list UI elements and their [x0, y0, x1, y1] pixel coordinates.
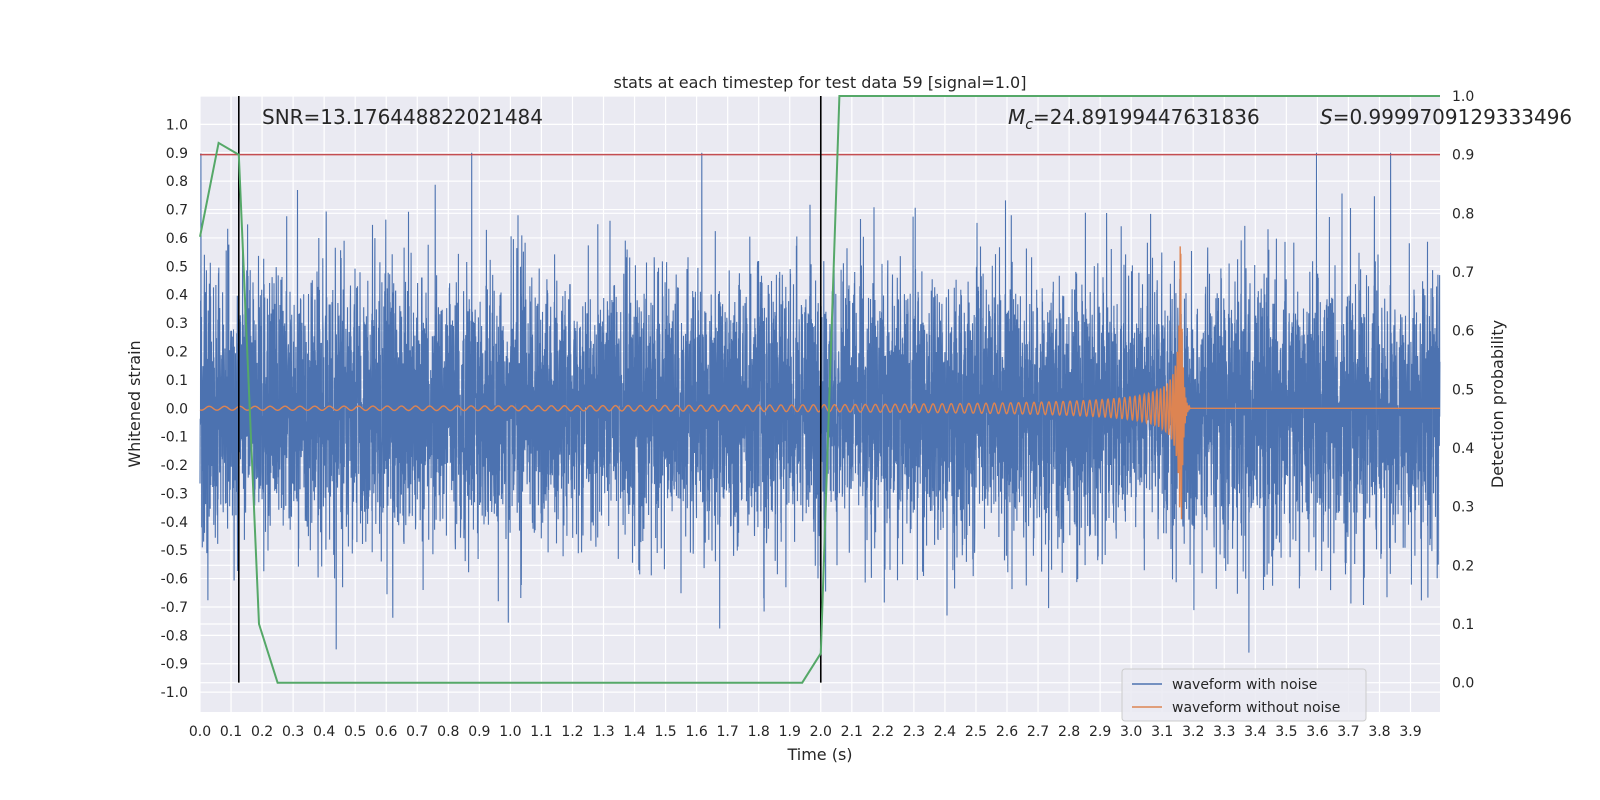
y-tick-label: -0.7	[161, 600, 188, 616]
legend-box	[1121, 668, 1367, 722]
score-value: =0.9999709129333496	[1333, 105, 1572, 129]
y-tick-label: -0.6	[161, 572, 188, 588]
y-tick-label: 0.1	[166, 373, 188, 389]
y2-tick-label: 0.4	[1452, 441, 1474, 457]
y-tick-label: -0.3	[161, 486, 188, 502]
y2-axis: 1.0 0.9 0.8 0.7 0.6 0.5 0.4 0.3 0.2 0.1 0.0	[1452, 89, 1474, 692]
x-tick-label: 1.2	[561, 724, 583, 740]
x-tick-label: 3.5	[1275, 724, 1297, 740]
chirp-mass-annotation: Mc=24.89199447631836	[1008, 105, 1260, 133]
y2-tick-label: 0.0	[1452, 676, 1474, 692]
x-tick-label: 1.4	[623, 724, 645, 740]
y-tick-label: -0.4	[161, 515, 188, 531]
chirp-mass-symbol: M	[1008, 105, 1025, 129]
y2-tick-label: 0.3	[1452, 500, 1474, 516]
x-tick-label: 0.5	[344, 724, 366, 740]
y-tick-label: -0.1	[161, 430, 188, 446]
x-axis-label: Time (s)	[786, 745, 852, 764]
y-tick-label: -0.2	[161, 458, 188, 474]
score-annotation: S=0.9999709129333496	[1320, 105, 1572, 129]
x-tick-label: 2.3	[903, 724, 925, 740]
x-tick-label: 2.4	[934, 724, 956, 740]
x-tick-label: 3.4	[1244, 724, 1266, 740]
x-tick-label: 0.8	[437, 724, 459, 740]
x-tick-label: 3.2	[1182, 724, 1204, 740]
x-tick-label: 1.9	[779, 724, 801, 740]
x-tick-label: 0.3	[282, 724, 304, 740]
x-axis: 0.0 0.1 0.2 0.3 0.4 0.5 0.6 0.7 0.8 0.9 1.0 1.1 1.2 1…	[189, 724, 1422, 740]
y-axis: 1.0 0.9 0.8 0.7 0.6 0.5 0.4 0.3 0.2 0.1 0.0 -0.1 -0.…	[161, 117, 188, 701]
x-tick-label: 2.7	[1027, 724, 1049, 740]
x-tick-label: 0.4	[313, 724, 335, 740]
score-symbol: S	[1320, 105, 1333, 129]
x-tick-label: 2.6	[996, 724, 1018, 740]
y2-tick-label: 0.5	[1452, 382, 1474, 398]
series-layer	[199, 95, 1441, 684]
y-tick-label: -0.9	[161, 657, 188, 673]
y-tick-label: 0.4	[166, 288, 188, 304]
y2-tick-label: 0.6	[1452, 324, 1474, 340]
x-tick-label: 1.0	[499, 724, 521, 740]
x-tick-label: 2.2	[872, 724, 894, 740]
y-tick-label: 0.6	[166, 231, 188, 247]
y2-tick-label: 0.2	[1452, 558, 1474, 574]
y-tick-label: -1.0	[161, 685, 188, 701]
x-tick-label: 3.3	[1213, 724, 1235, 740]
x-tick-label: 2.9	[1089, 724, 1111, 740]
y-tick-label: 0.3	[166, 316, 188, 332]
x-tick-label: 3.6	[1306, 724, 1328, 740]
y-tick-label: 0.7	[166, 203, 188, 219]
x-tick-label: 3.1	[1151, 724, 1173, 740]
legend-label-waveform-without-noise: waveform without noise	[1172, 700, 1340, 716]
x-tick-label: 0.2	[251, 724, 273, 740]
series-detection-probability	[199, 95, 1440, 684]
y2-axis-label: Detection probability	[1488, 320, 1507, 488]
y-tick-label: 0.0	[166, 401, 188, 417]
series-waveform-with-noise	[199, 152, 1441, 653]
y2-tick-label: 0.8	[1452, 206, 1474, 222]
y-tick-label: -0.5	[161, 543, 188, 559]
x-tick-label: 0.6	[375, 724, 397, 740]
x-tick-label: 2.1	[841, 724, 863, 740]
x-tick-label: 0.0	[189, 724, 211, 740]
y2-tick-label: 0.9	[1452, 148, 1474, 164]
x-tick-label: 2.5	[965, 724, 987, 740]
x-tick-label: 3.8	[1368, 724, 1390, 740]
y2-tick-label: 0.7	[1452, 265, 1474, 281]
x-tick-label: 1.3	[592, 724, 614, 740]
chirp-mass-value: =24.89199447631836	[1033, 105, 1260, 129]
y-tick-label: 0.9	[166, 146, 188, 162]
snr-annotation: SNR=13.176448822021484	[262, 105, 543, 129]
x-tick-label: 2.0	[810, 724, 832, 740]
x-tick-label: 2.8	[1058, 724, 1080, 740]
y2-tick-label: 0.1	[1452, 617, 1474, 633]
x-tick-label: 0.9	[468, 724, 490, 740]
x-tick-label: 3.0	[1120, 724, 1142, 740]
x-tick-label: 3.7	[1337, 724, 1359, 740]
x-tick-label: 1.5	[654, 724, 676, 740]
y2-tick-label: 1.0	[1452, 89, 1474, 105]
y-tick-label: -0.8	[161, 628, 188, 644]
x-tick-label: 0.1	[220, 724, 242, 740]
chirp-mass-subscript: c	[1025, 117, 1033, 133]
y-axis-label: Whitened strain	[125, 340, 144, 467]
x-tick-label: 3.9	[1399, 724, 1421, 740]
x-tick-label: 1.1	[530, 724, 552, 740]
x-tick-label: 1.8	[748, 724, 770, 740]
y-tick-label: 0.2	[166, 344, 188, 360]
y-tick-label: 0.5	[166, 259, 188, 275]
legend-label-waveform-with-noise: waveform with noise	[1172, 677, 1317, 693]
x-tick-label: 0.7	[406, 724, 428, 740]
x-tick-label: 1.6	[685, 724, 707, 740]
chart-title: stats at each timestep for test data 59 …	[614, 73, 1027, 92]
legend: waveform with noise waveform without noi…	[1121, 668, 1367, 722]
y-tick-label: 1.0	[166, 117, 188, 133]
y-tick-label: 0.8	[166, 174, 188, 190]
x-tick-label: 1.7	[717, 724, 739, 740]
